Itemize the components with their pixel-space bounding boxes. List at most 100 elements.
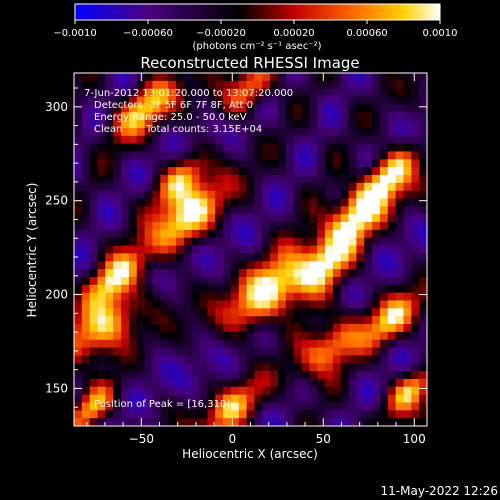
- heatmap-cell: [89, 276, 99, 286]
- heatmap-cell: [89, 104, 99, 113]
- heatmap-cell: [183, 198, 193, 207]
- heatmap-cell: [356, 339, 365, 349]
- heatmap-cell: [191, 410, 201, 419]
- heatmap-cell: [254, 386, 263, 396]
- heatmap-cell: [317, 308, 326, 317]
- heatmap-cell: [395, 229, 405, 239]
- heatmap-cell: [364, 402, 373, 411]
- heatmap-cell: [144, 394, 154, 404]
- heatmap-cell: [356, 237, 365, 247]
- heatmap-cell: [277, 418, 287, 426]
- heatmap-cell: [379, 276, 389, 286]
- heatmap-cell: [403, 347, 412, 356]
- heatmap-cell: [113, 214, 122, 223]
- heatmap-cell: [152, 316, 161, 325]
- heatmap-cell: [97, 284, 106, 294]
- heatmap-cell: [419, 269, 427, 278]
- heatmap-cell: [277, 276, 287, 286]
- heatmap-cell: [372, 206, 381, 215]
- heatmap-cell: [183, 355, 193, 364]
- heatmap-cell: [246, 112, 256, 121]
- heatmap-cell: [309, 96, 318, 105]
- heatmap-cell: [160, 127, 169, 137]
- heatmap-cell: [113, 292, 122, 302]
- heatmap-cell: [332, 237, 342, 247]
- heatmap-cell: [230, 198, 240, 207]
- heatmap-cell: [183, 308, 193, 317]
- heatmap-cell: [277, 402, 287, 411]
- heatmap-cell: [152, 237, 161, 247]
- heatmap-cell: [270, 284, 279, 294]
- heatmap-cell: [81, 167, 91, 176]
- heatmap-cell: [207, 292, 216, 302]
- heatmap-cell: [160, 182, 169, 192]
- heatmap-cell: [387, 378, 397, 388]
- heatmap-cell: [97, 182, 106, 192]
- heatmap-cell: [207, 331, 216, 341]
- heatmap-cell: [379, 237, 389, 247]
- heatmap-cell: [144, 174, 154, 184]
- heatmap-cell: [113, 120, 122, 129]
- heatmap-cell: [340, 371, 350, 380]
- heatmap-cell: [348, 410, 357, 419]
- heatmap-cell: [262, 261, 271, 270]
- heatmap-cell: [207, 167, 216, 176]
- heatmap-cell: [277, 143, 287, 153]
- heatmap-cell: [340, 198, 350, 207]
- heatmap-cell: [246, 339, 256, 349]
- heatmap-cell: [395, 151, 405, 160]
- heatmap-cell: [285, 308, 295, 317]
- heatmap-cell: [128, 214, 138, 223]
- heatmap-cell: [348, 347, 357, 356]
- heatmap-cell: [215, 276, 224, 286]
- heatmap-cell: [411, 112, 420, 121]
- heatmap-cell: [332, 394, 342, 404]
- heatmap-cell: [215, 269, 224, 278]
- heatmap-cell: [207, 120, 216, 129]
- heatmap-cell: [105, 104, 114, 113]
- heatmap-cell: [301, 355, 310, 364]
- heatmap-cell: [246, 292, 256, 302]
- heatmap-cell: [419, 120, 427, 129]
- heatmap-cell: [152, 269, 161, 278]
- heatmap-cell: [277, 339, 287, 349]
- heatmap-cell: [277, 316, 287, 325]
- heatmap-cell: [230, 371, 240, 380]
- heatmap-cell: [74, 394, 83, 404]
- heatmap-cell: [121, 253, 130, 262]
- heatmap-cell: [254, 206, 263, 215]
- heatmap-cell: [379, 222, 389, 231]
- heatmap-cell: [136, 371, 146, 380]
- heatmap-cell: [379, 88, 389, 98]
- heatmap-cell: [81, 174, 91, 184]
- heatmap-cell: [395, 363, 405, 372]
- heatmap-cell: [309, 143, 318, 153]
- heatmap-cell: [372, 331, 381, 341]
- heatmap-cell: [372, 245, 381, 255]
- heatmap-cell: [81, 229, 91, 239]
- heatmap-cell: [97, 410, 106, 419]
- heatmap-cell: [105, 112, 114, 121]
- heatmap-cell: [356, 206, 365, 215]
- heatmap-cell: [379, 292, 389, 302]
- heatmap-cell: [81, 222, 91, 231]
- heatmap-cell: [301, 300, 310, 309]
- heatmap-cell: [277, 363, 287, 372]
- heatmap-cell: [105, 378, 114, 388]
- heatmap-cell: [419, 190, 427, 200]
- heatmap-cell: [121, 276, 130, 286]
- heatmap-cell: [364, 143, 373, 153]
- heatmap-cell: [317, 96, 326, 105]
- heatmap-cell: [262, 371, 271, 380]
- heatmap-cell: [74, 386, 83, 396]
- heatmap-cell: [74, 347, 83, 356]
- heatmap-cell: [325, 355, 334, 364]
- heatmap-cell: [285, 96, 295, 105]
- heatmap-cell: [121, 182, 130, 192]
- heatmap-cell: [403, 167, 412, 176]
- heatmap-cell: [348, 386, 357, 396]
- heatmap-cell: [387, 127, 397, 137]
- heatmap-cell: [348, 96, 357, 105]
- heatmap-cell: [74, 120, 83, 129]
- heatmap-cell: [254, 276, 263, 286]
